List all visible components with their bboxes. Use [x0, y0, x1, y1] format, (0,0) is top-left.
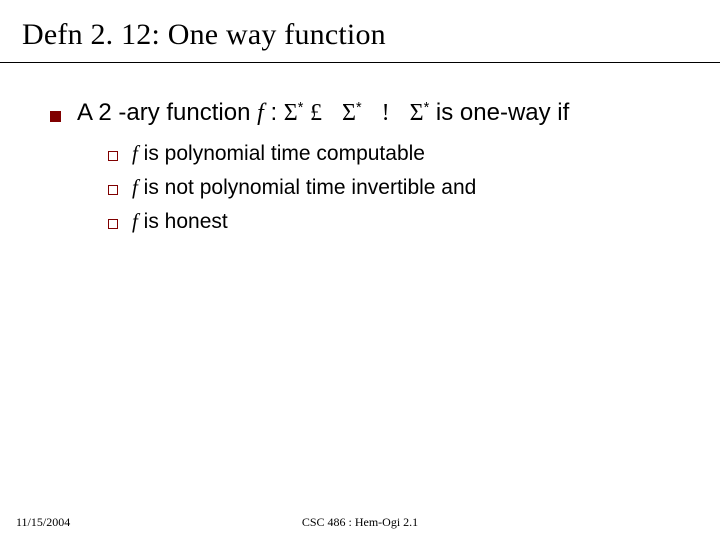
slide-body: A 2 -ary function f : Σ* £ Σ* ! Σ* is on…	[0, 63, 720, 234]
main-line: A 2 -ary function f : Σ* £ Σ* ! Σ* is on…	[77, 99, 569, 127]
slide-title: Defn 2. 12: One way function	[0, 0, 720, 60]
colon: :	[270, 99, 283, 126]
star-1: *	[298, 100, 304, 116]
slide: Defn 2. 12: One way function A 2 -ary fu…	[0, 0, 720, 540]
list-item: f is not polynomial time invertible and	[108, 175, 680, 200]
pound: £	[310, 100, 322, 126]
sublist: f is polynomial time computable f is not…	[50, 141, 680, 234]
bullet-level1: A 2 -ary function f : Σ* £ Σ* ! Σ* is on…	[50, 99, 680, 127]
sigma-1: Σ	[284, 100, 298, 126]
item-text: f is polynomial time computable	[132, 141, 425, 166]
math-f: f	[257, 100, 264, 126]
item-text: f is honest	[132, 209, 228, 234]
item-rest: is polynomial time computable	[138, 142, 425, 165]
open-square-bullet-icon	[108, 185, 118, 195]
item-text: f is not polynomial time invertible and	[132, 175, 476, 200]
sigma-2: Σ	[342, 100, 356, 126]
star-2: *	[356, 100, 362, 116]
list-item: f is polynomial time computable	[108, 141, 680, 166]
bang: !	[382, 100, 390, 126]
footer-source: CSC 486 : Hem-Ogi 2.1	[0, 515, 720, 530]
main-prefix: A 2 -ary function	[77, 99, 257, 126]
sigma-3: Σ	[410, 100, 424, 126]
star-3: *	[424, 100, 430, 116]
item-rest: is not polynomial time invertible and	[138, 176, 477, 199]
list-item: f is honest	[108, 209, 680, 234]
open-square-bullet-icon	[108, 219, 118, 229]
open-square-bullet-icon	[108, 151, 118, 161]
square-bullet-icon	[50, 111, 61, 122]
item-rest: is honest	[138, 210, 228, 233]
main-suffix: is one-way if	[436, 99, 569, 126]
